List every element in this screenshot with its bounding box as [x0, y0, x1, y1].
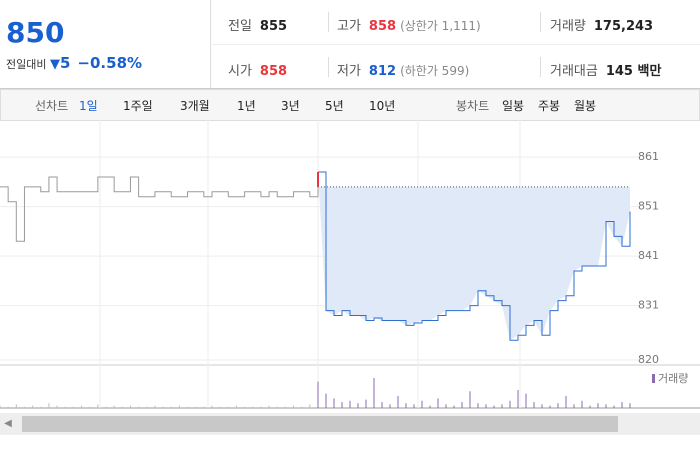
tab[interactable]: 3개월: [180, 99, 210, 113]
stat: 고가 858 (상한가 1,111): [337, 15, 481, 34]
area: [318, 172, 630, 341]
tab[interactable]: 주봉: [538, 99, 561, 113]
legend-label: 거래량: [658, 372, 688, 385]
stat-label: 시가: [228, 64, 252, 79]
tab[interactable]: 일봉: [502, 99, 525, 113]
scrollbar[interactable]: ◀: [0, 413, 700, 435]
price-box: 850 전일대비 ▼5 −0.58%: [0, 0, 211, 88]
tab[interactable]: 1일: [79, 99, 98, 113]
stat-value: 858: [259, 64, 288, 79]
stat-label: 저가: [337, 64, 361, 79]
change-value: 5: [59, 54, 71, 72]
price-line: [0, 176, 319, 242]
tab[interactable]: 5년: [325, 99, 344, 113]
stat: 시가 858: [228, 60, 287, 79]
stat-note: (하한가 599): [400, 64, 470, 78]
stat-value: 858: [368, 19, 397, 34]
stat-value: 812: [368, 64, 397, 79]
y-tick-label: 861: [638, 150, 659, 163]
tab[interactable]: 월봉: [574, 99, 597, 113]
stat: 거래량 175,243: [550, 15, 653, 34]
stat-note: (상한가 1,111): [400, 19, 481, 33]
y-tick-label: 831: [638, 299, 659, 312]
y-tick-label: 841: [638, 249, 659, 262]
stat-value: 145 백만: [605, 64, 662, 79]
stat-label: 거래량: [550, 19, 586, 34]
stat: 전일 855: [228, 15, 287, 34]
stat-value: 855: [259, 19, 288, 34]
stat: 거래대금 145 백만: [550, 60, 661, 79]
stat-value: 175,243: [593, 19, 654, 34]
header: 850 전일대비 ▼5 −0.58% 전일 855 고가 858 (상한가 1,111)…: [0, 0, 700, 89]
tab-group-label: 선차트: [35, 99, 69, 113]
price: 850: [6, 16, 65, 49]
tab[interactable]: 1년: [237, 99, 256, 113]
y-tick-label: 851: [638, 200, 659, 213]
tab-bar: 선차트 1일 1주일 3개월 1년 3년 5년 10년 봉차트 일봉 주봉 월봉: [0, 89, 700, 121]
price-line: [318, 171, 631, 341]
stat-label: 고가: [337, 19, 361, 34]
legend-swatch: [652, 374, 655, 383]
y-tick-label: 820: [638, 353, 659, 366]
chart: 861 851 841 831 820 거래량: [0, 120, 700, 409]
tab[interactable]: 3년: [281, 99, 300, 113]
tab[interactable]: 1주일: [123, 99, 153, 113]
tab-group-label: 봉차트: [456, 99, 490, 113]
tab[interactable]: 10년: [369, 99, 396, 113]
stat-label: 거래대금: [550, 64, 598, 79]
change-label: 전일대비: [6, 58, 47, 71]
stat: 저가 812 (하한가 599): [337, 60, 469, 79]
change: 전일대비 ▼5 −0.58%: [6, 54, 142, 72]
down-icon: ▼: [49, 57, 60, 72]
stat-label: 전일: [228, 19, 252, 34]
change-pct: −0.58%: [77, 54, 143, 72]
